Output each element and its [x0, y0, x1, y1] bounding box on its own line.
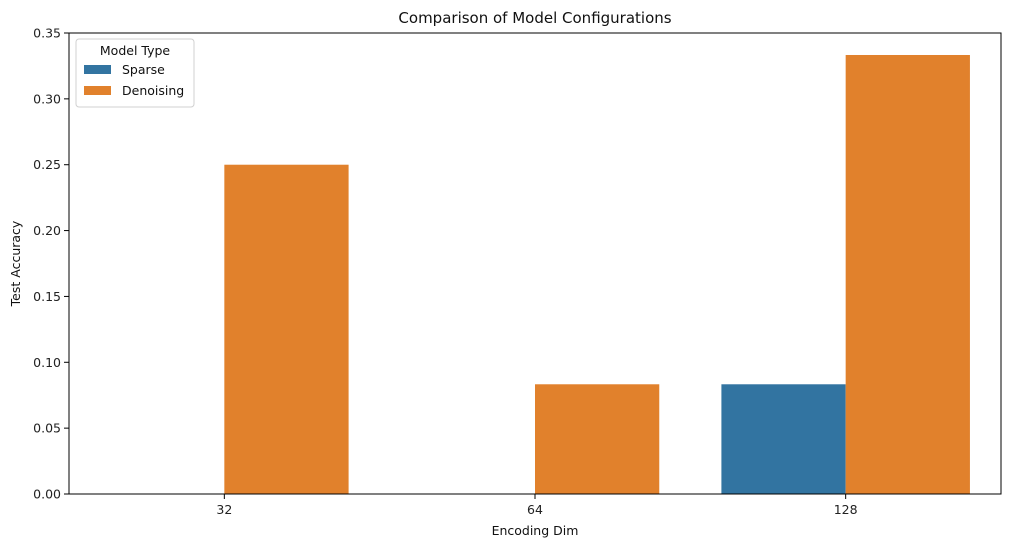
- chart-title: Comparison of Model Configurations: [398, 9, 671, 27]
- legend-label-denoising: Denoising: [122, 83, 184, 98]
- y-tick-label: 0.00: [33, 487, 61, 502]
- legend-swatch-denoising: [84, 86, 111, 95]
- x-axis: 32 64 128: [216, 494, 858, 517]
- bar-sparse-128: [721, 384, 846, 494]
- y-tick-label: 0.35: [33, 26, 61, 41]
- y-tick-label: 0.10: [33, 355, 61, 370]
- y-axis: 0.00 0.05 0.10 0.15 0.20 0.25 0.30 0.35: [33, 26, 69, 502]
- x-tick-label: 64: [527, 502, 543, 517]
- y-tick-label: 0.05: [33, 421, 61, 436]
- legend: Model Type Sparse Denoising: [75, 38, 195, 108]
- x-axis-label: Encoding Dim: [492, 523, 579, 538]
- legend-swatch-sparse: [84, 65, 111, 74]
- y-tick-label: 0.25: [33, 157, 61, 172]
- y-tick-label: 0.15: [33, 289, 61, 304]
- legend-label-sparse: Sparse: [122, 62, 165, 77]
- legend-items: Sparse Denoising: [84, 62, 184, 98]
- x-tick-label: 128: [834, 502, 858, 517]
- x-tick-label: 32: [216, 502, 232, 517]
- bar-denoising-32: [224, 164, 349, 494]
- y-tick-label: 0.20: [33, 223, 61, 238]
- bar-denoising-128: [845, 54, 970, 495]
- bar-denoising-64: [535, 384, 660, 494]
- y-axis-label: Test Accuracy: [8, 220, 23, 307]
- legend-title: Model Type: [100, 43, 171, 58]
- plot-frame: [68, 32, 1002, 495]
- bars: [224, 54, 970, 495]
- y-tick-label: 0.30: [33, 91, 61, 106]
